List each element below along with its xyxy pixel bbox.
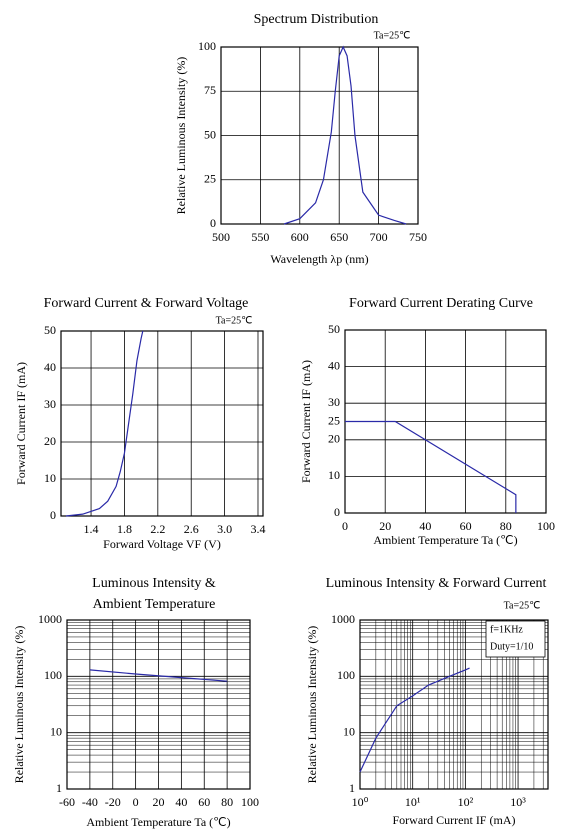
x-tick-label: -60 — [59, 795, 75, 809]
x-tick-label: 20 — [153, 795, 165, 809]
x-tick-label: -40 — [82, 795, 98, 809]
chart-title: Luminous Intensity & — [92, 576, 216, 591]
y-tick-label: 75 — [204, 83, 216, 97]
annotation: Duty=1/10 — [490, 641, 533, 652]
y-tick-label: 40 — [44, 360, 56, 374]
y-tick-label: 25 — [204, 172, 216, 186]
y-tick-label: 1 — [56, 781, 62, 795]
y-axis-label: Relative Luminous Intensity (%) — [305, 626, 319, 784]
data-line — [359, 667, 470, 773]
x-tick-label: 60 — [460, 519, 472, 533]
y-tick-label: 0 — [50, 508, 56, 522]
x-tick-label: 80 — [221, 795, 233, 809]
chart-title: Forward Current & Forward Voltage — [44, 296, 249, 311]
x-tick-label: -20 — [105, 795, 121, 809]
y-tick-label: 30 — [328, 395, 340, 409]
x-tick-label: 10⁰ — [352, 795, 369, 809]
x-tick-label: 1.4 — [84, 522, 99, 536]
annotation: Ta=25℃ — [216, 315, 253, 326]
x-tick-label: 10³ — [510, 795, 526, 809]
y-axis-label: Relative Luminous Intensity (%) — [174, 57, 188, 215]
chart-title: Forward Current Derating Curve — [349, 296, 533, 311]
y-tick-label: 100 — [198, 39, 216, 53]
data-line — [65, 330, 144, 517]
data-line — [89, 669, 228, 682]
y-tick-label: 10 — [44, 471, 56, 485]
y-axis-label: Forward Current IF (mA) — [299, 360, 313, 483]
chart-title: Luminous Intensity & Forward Current — [326, 576, 547, 591]
y-tick-label: 20 — [328, 432, 340, 446]
x-axis-label: Wavelength λp (nm) — [270, 252, 368, 266]
plot-frame — [359, 619, 549, 790]
x-tick-label: 10² — [458, 795, 474, 809]
y-tick-label: 50 — [44, 323, 56, 337]
x-tick-label: 0 — [342, 519, 348, 533]
y-tick-label: 40 — [328, 358, 340, 372]
y-tick-label: 10 — [343, 724, 355, 738]
x-tick-label: 3.4 — [250, 522, 265, 536]
x-tick-label: 2.2 — [150, 522, 165, 536]
x-tick-label: 0 — [133, 795, 139, 809]
x-tick-label: 2.6 — [184, 522, 199, 536]
x-tick-label: 100 — [537, 519, 555, 533]
y-tick-label: 0 — [210, 216, 216, 230]
plot-frame — [60, 330, 264, 517]
data-line — [283, 45, 407, 225]
x-tick-label: 700 — [370, 230, 388, 244]
x-tick-label: 20 — [379, 519, 391, 533]
y-tick-label: 25 — [328, 413, 340, 427]
x-tick-label: 1.8 — [117, 522, 132, 536]
x-tick-label: 3.0 — [217, 522, 232, 536]
y-tick-label: 1000 — [331, 612, 355, 626]
x-tick-label: 600 — [291, 230, 309, 244]
plot-frame — [220, 46, 419, 225]
x-tick-label: 550 — [251, 230, 269, 244]
y-tick-label: 100 — [337, 668, 355, 682]
annotation: f=1KHz — [490, 624, 523, 635]
x-axis-label: Forward Voltage VF (V) — [103, 537, 221, 551]
annotation-box — [485, 620, 546, 658]
x-tick-label: 60 — [198, 795, 210, 809]
x-tick-label: 650 — [330, 230, 348, 244]
x-tick-label: 500 — [212, 230, 230, 244]
x-tick-label: 10¹ — [405, 795, 421, 809]
annotation: Ta=25℃ — [504, 600, 541, 611]
x-tick-label: 40 — [175, 795, 187, 809]
y-axis-label: Forward Current IF (mA) — [14, 362, 28, 485]
y-tick-label: 50 — [204, 127, 216, 141]
y-axis-label: Relative Luminous Intensity (%) — [12, 626, 26, 784]
y-tick-label: 10 — [328, 468, 340, 482]
data-line — [345, 420, 517, 513]
x-tick-label: 100 — [241, 795, 259, 809]
y-tick-label: 1 — [349, 781, 355, 795]
x-tick-label: 750 — [409, 230, 427, 244]
x-axis-label: Ambient Temperature Ta (℃) — [373, 533, 517, 547]
y-tick-label: 50 — [328, 322, 340, 336]
x-axis-label: Ambient Temperature Ta (℃) — [86, 815, 230, 829]
plot-frame — [66, 619, 251, 790]
x-tick-label: 80 — [500, 519, 512, 533]
y-tick-label: 30 — [44, 397, 56, 411]
annotation: Ta=25℃ — [374, 30, 411, 41]
chart-title: Spectrum Distribution — [254, 12, 379, 27]
y-tick-label: 10 — [50, 724, 62, 738]
chart-title: Ambient Temperature — [93, 597, 216, 612]
y-tick-label: 20 — [44, 434, 56, 448]
y-tick-label: 1000 — [38, 612, 62, 626]
x-tick-label: 40 — [419, 519, 431, 533]
y-tick-label: 100 — [44, 668, 62, 682]
x-axis-label: Forward Current IF (mA) — [393, 813, 516, 827]
y-tick-label: 0 — [334, 505, 340, 519]
